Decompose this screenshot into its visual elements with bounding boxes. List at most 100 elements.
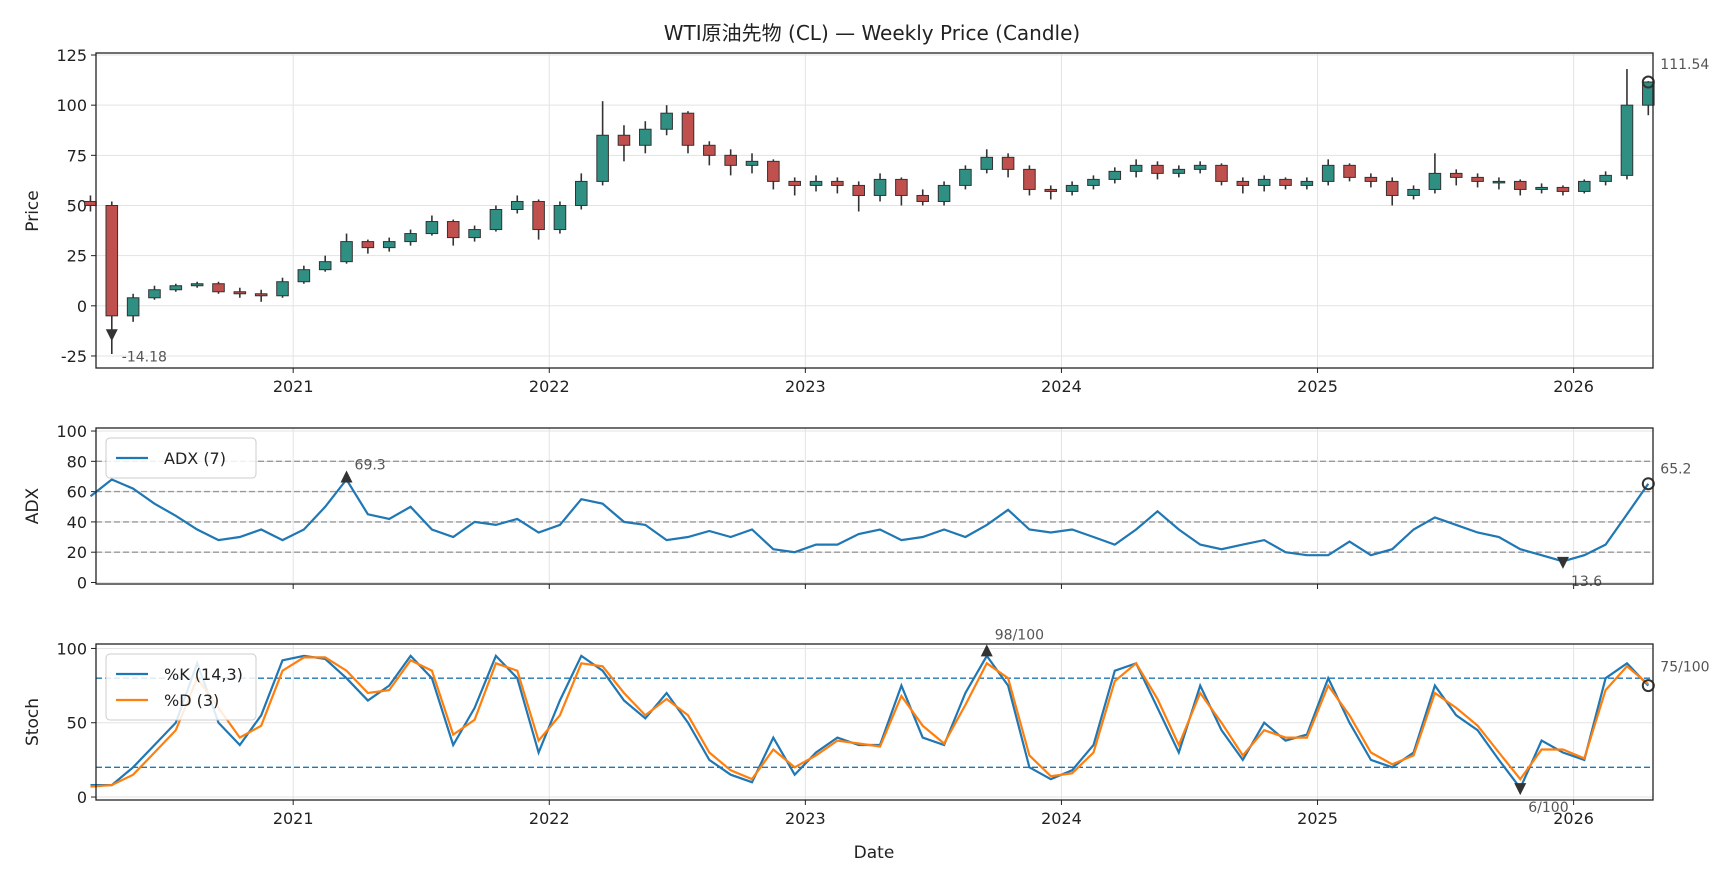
annotation-label: 111.54 [1660, 57, 1709, 73]
x-tick-label: 2025 [1297, 809, 1338, 828]
x-tick-label: 2023 [785, 809, 826, 828]
y-tick-label: 0 [77, 788, 87, 807]
adx-y-label: ADX [23, 487, 43, 524]
annotation-label: 75/100 [1660, 660, 1709, 676]
candle-up [1429, 173, 1441, 189]
candle-up [746, 161, 758, 165]
candle-up [1173, 169, 1185, 173]
candle-down [768, 161, 780, 181]
triangle-down-marker [1514, 783, 1526, 795]
y-tick-label: 20 [67, 543, 87, 562]
y-tick-label: 125 [56, 46, 87, 65]
candle-down [1514, 181, 1526, 189]
candle-up [1194, 165, 1206, 169]
candle-down [1237, 181, 1249, 185]
x-tick-label: 2026 [1553, 377, 1594, 396]
series-line [91, 656, 1649, 788]
candle-down [1002, 157, 1014, 169]
candle-down [1365, 177, 1377, 181]
candle-down [1152, 165, 1164, 173]
candle-down [255, 294, 267, 296]
candle-up [170, 286, 182, 290]
x-tick-label: 2022 [529, 377, 570, 396]
candle-up [874, 179, 886, 195]
annotation-label: 98/100 [995, 627, 1044, 643]
axes-frame [96, 428, 1653, 584]
x-tick-label: 2024 [1041, 377, 1082, 396]
candle-down [447, 222, 459, 238]
annotation-label: 69.3 [355, 458, 386, 474]
candle-down [725, 155, 737, 165]
legend-entry: %K (14,3) [164, 665, 243, 684]
candle-down [1386, 181, 1398, 195]
y-tick-label: 50 [67, 196, 87, 215]
candle-up [1301, 181, 1313, 185]
candle-up [938, 185, 950, 201]
y-tick-label: 40 [67, 513, 87, 532]
candle-down [789, 181, 801, 185]
candle-down [1450, 173, 1462, 177]
candle-down [1045, 189, 1057, 191]
x-tick-label: 2025 [1297, 377, 1338, 396]
candle-down [1557, 187, 1569, 191]
candle-up [341, 242, 353, 262]
candle-up [640, 129, 652, 145]
candle-down [106, 205, 118, 315]
candle-down [533, 201, 545, 229]
candle-up [575, 181, 587, 205]
candle-up [127, 298, 139, 316]
candle-up [1258, 179, 1270, 185]
y-tick-label: 100 [56, 96, 87, 115]
y-tick-label: 0 [77, 573, 87, 592]
y-tick-label: 100 [56, 422, 87, 441]
candle-up [426, 222, 438, 234]
candle-up [511, 201, 523, 209]
x-axis-label: Date [854, 843, 895, 863]
chart-title: WTI原油先物 (CL) — Weekly Price (Candle) [664, 21, 1080, 45]
candle-up [1621, 105, 1633, 175]
candle-down [213, 284, 225, 292]
candle-down [896, 179, 908, 195]
triangle-down-marker [1557, 557, 1569, 569]
candle-up [191, 284, 203, 286]
annotation-label: -14.18 [122, 349, 167, 365]
candle-up [1109, 171, 1121, 179]
axes-frame [96, 53, 1653, 368]
candle-up [1066, 185, 1078, 191]
candle-up [383, 242, 395, 248]
candle-up [960, 169, 972, 185]
candle-up [1493, 181, 1505, 183]
candle-up [149, 290, 161, 298]
y-tick-label: 100 [56, 639, 87, 658]
candle-up [319, 262, 331, 270]
candle-down [234, 292, 246, 294]
legend [106, 654, 256, 720]
candle-down [704, 145, 716, 155]
candle-up [469, 230, 481, 238]
y-tick-label: 25 [67, 247, 87, 266]
candle-up [1130, 165, 1142, 171]
candle-up [661, 113, 673, 129]
candle-up [554, 205, 566, 229]
candle-down [1472, 177, 1484, 181]
candle-up [981, 157, 993, 169]
x-tick-label: 2021 [273, 377, 314, 396]
y-tick-label: 50 [67, 714, 87, 733]
legend-entry: %D (3) [164, 691, 219, 710]
legend-entry: ADX (7) [164, 449, 226, 468]
candle-up [1536, 187, 1548, 189]
candle-up [1088, 179, 1100, 185]
annotation-label: 6/100 [1528, 800, 1568, 816]
y-tick-label: 75 [67, 146, 87, 165]
price-y-label: Price [23, 190, 43, 231]
triangle-down-marker [106, 329, 118, 341]
candle-up [810, 181, 822, 185]
candle-down [618, 135, 630, 145]
candle-down [853, 185, 865, 195]
candle-up [1322, 165, 1334, 181]
candle-down [1280, 179, 1292, 185]
